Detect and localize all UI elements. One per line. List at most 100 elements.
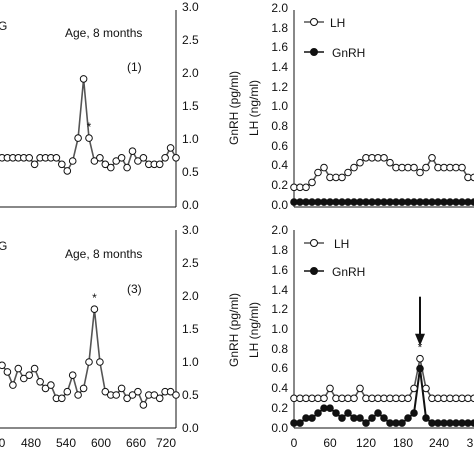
lh-data-point — [410, 384, 418, 393]
lh-data-point — [166, 387, 175, 396]
lh-data-point — [41, 384, 50, 393]
panel-bottom-right: 2.0 1.8 1.6 1.4 1.2 1.0 0.8 0.6 0.4 0.2 … — [247, 223, 474, 450]
y-tick-label: 1.0 — [271, 322, 288, 336]
lh-data-point — [386, 158, 394, 167]
lh-data-point — [470, 394, 474, 403]
lh-data-point — [0, 361, 6, 370]
right-y-ticks: 3.0 2.5 2.0 1.5 1.0 0.5 0.0 — [182, 223, 199, 435]
lh-data-point — [101, 160, 110, 169]
gnrh-data-point — [338, 414, 346, 422]
plot-area: * — [0, 291, 180, 409]
lh-data-point — [458, 163, 466, 172]
lh-data-point — [404, 394, 412, 403]
lh-data-point — [422, 163, 430, 172]
lh-data-point — [74, 134, 82, 142]
gnrh-data-point — [356, 414, 364, 422]
gnrh-data-point — [362, 419, 370, 427]
lh-data-point — [79, 75, 88, 83]
gnrh-data-point — [368, 414, 376, 422]
legend-item-lh: LH — [304, 237, 349, 251]
y-tick-label: 0.2 — [271, 178, 288, 192]
lh-data-point — [350, 163, 358, 172]
gnrh-data-point — [308, 414, 316, 422]
lh-data-point — [52, 154, 61, 162]
gnrh-data-point — [314, 409, 322, 417]
lh-series-line — [1, 308, 177, 406]
lh-data-point — [134, 157, 142, 165]
y-tick-label: 0.6 — [271, 139, 288, 153]
x-ticks: 0 480 540 600 660 720 — [0, 436, 176, 450]
lh-data-point — [470, 173, 474, 182]
gnrh-data-point — [380, 414, 388, 422]
y-tick-label: 0.0 — [271, 421, 288, 435]
y-tick-label: 1.0 — [182, 132, 199, 146]
legend-item-gnrh: GnRH — [304, 265, 365, 279]
y-tick-label: 1.5 — [182, 322, 199, 336]
legend-label-gnrh: GnRH — [332, 265, 365, 279]
peak-asterisk: * — [92, 291, 97, 305]
panel-number: (1) — [127, 60, 142, 74]
lh-data-point — [161, 154, 169, 162]
y-axis-title: LH (ng/ml) — [247, 302, 261, 358]
legend-open-marker — [310, 18, 318, 26]
gnrh-data-point — [296, 419, 304, 427]
y-axis-title: GnRH (pg/ml) — [227, 71, 241, 145]
lh-data-point — [117, 384, 126, 393]
y-tick-label: 2.5 — [182, 33, 199, 47]
x-tick-label: 3 — [467, 436, 474, 450]
legend-filled-marker — [310, 48, 318, 56]
lh-data-point — [63, 167, 72, 175]
peak-asterisk: * — [87, 120, 92, 134]
y-tick-label: 0.4 — [271, 381, 288, 395]
y-tick-label: 1.4 — [271, 283, 288, 297]
lh-data-point — [107, 163, 115, 172]
lh-series-line — [294, 357, 474, 400]
lh-data-point — [416, 354, 424, 363]
legend-filled-marker — [310, 267, 318, 275]
legend-open-marker — [310, 239, 318, 247]
y-tick-label: 0.4 — [271, 158, 288, 172]
lh-data-point — [85, 358, 93, 366]
lh-data-point — [25, 154, 34, 162]
lh-data-point — [25, 371, 34, 380]
y-tick-label: 1.6 — [271, 40, 288, 54]
legend-label-lh: LH — [334, 237, 349, 251]
lh-data-point — [128, 147, 137, 155]
panel-top-left: G Age, 8 months (1) 3.0 2.5 2.0 1.5 1.0 … — [0, 0, 241, 212]
x-tick-label: 0 — [291, 436, 298, 450]
lh-data-point — [134, 387, 142, 396]
lh-data-point — [90, 305, 99, 314]
panel-number: (3) — [127, 282, 142, 296]
lh-data-point — [410, 163, 418, 172]
lh-data-point — [123, 394, 131, 403]
y-tick-label: 1.0 — [271, 99, 288, 113]
lh-data-point — [416, 168, 424, 177]
y-tick-label: 1.5 — [182, 99, 199, 113]
legend: LH GnRH — [304, 237, 365, 279]
lh-data-point — [30, 364, 39, 373]
lh-data-point — [85, 134, 93, 142]
plot-area: * — [290, 296, 474, 427]
y-axis-title: LH (ng/ml) — [247, 80, 261, 136]
legend-item-gnrh: GnRH — [304, 46, 365, 60]
lh-data-point — [96, 154, 104, 162]
plot-area — [290, 154, 474, 206]
legend-label-lh: LH — [330, 16, 345, 30]
y-tick-label: 0.0 — [182, 198, 199, 212]
gnrh-data-point — [398, 419, 406, 427]
panel-top-right: 2.0 1.8 1.6 1.4 1.2 1.0 0.8 0.6 0.4 0.2 … — [247, 1, 474, 212]
panel-tag: G — [0, 239, 7, 253]
lh-data-point — [128, 391, 137, 399]
lh-data-point — [422, 384, 430, 393]
lh-data-point — [139, 401, 148, 409]
y-tick-label: 0.8 — [271, 342, 288, 356]
y-tick-label: 0.0 — [271, 198, 288, 212]
lh-data-point — [338, 173, 346, 182]
y-tick-label: 0.6 — [271, 361, 288, 375]
lh-data-point — [68, 157, 77, 165]
lh-data-point — [112, 391, 120, 399]
lh-data-point — [3, 368, 12, 376]
y-tick-label: 1.4 — [271, 60, 288, 74]
y-tick-label: 1.0 — [182, 355, 199, 369]
lh-data-point — [302, 183, 310, 192]
